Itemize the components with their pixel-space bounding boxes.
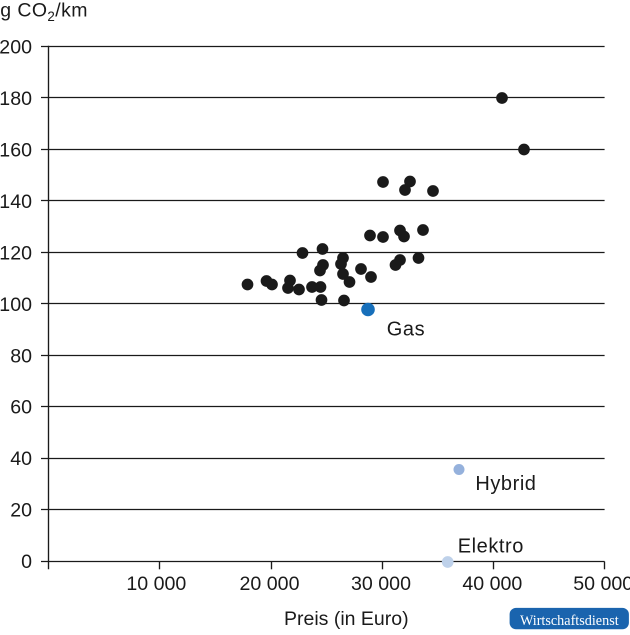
svg-text:20: 20 bbox=[10, 500, 32, 522]
svg-text:40: 40 bbox=[10, 448, 32, 470]
svg-text:200: 200 bbox=[0, 36, 32, 58]
svg-text:Elektro: Elektro bbox=[458, 535, 524, 557]
svg-text:60: 60 bbox=[10, 397, 32, 419]
svg-text:160: 160 bbox=[0, 139, 32, 161]
svg-text:180: 180 bbox=[0, 88, 32, 110]
svg-text:100: 100 bbox=[0, 294, 32, 316]
svg-text:Wirtschaftsdienst: Wirtschaftsdienst bbox=[520, 613, 619, 629]
svg-text:120: 120 bbox=[0, 242, 32, 264]
svg-text:0: 0 bbox=[21, 551, 32, 573]
svg-text:g CO2/km: g CO2/km bbox=[0, 0, 88, 24]
svg-text:30 000: 30 000 bbox=[351, 573, 411, 595]
svg-text:140: 140 bbox=[0, 191, 32, 213]
svg-text:50 000: 50 000 bbox=[573, 573, 630, 595]
svg-text:10 000: 10 000 bbox=[126, 573, 186, 595]
svg-text:Gas: Gas bbox=[387, 318, 425, 340]
svg-text:40 000: 40 000 bbox=[462, 573, 522, 595]
svg-text:80: 80 bbox=[10, 345, 32, 367]
svg-text:Hybrid: Hybrid bbox=[475, 473, 536, 495]
svg-text:Preis (in Euro): Preis (in Euro) bbox=[284, 608, 409, 630]
svg-text:20 000: 20 000 bbox=[240, 573, 300, 595]
